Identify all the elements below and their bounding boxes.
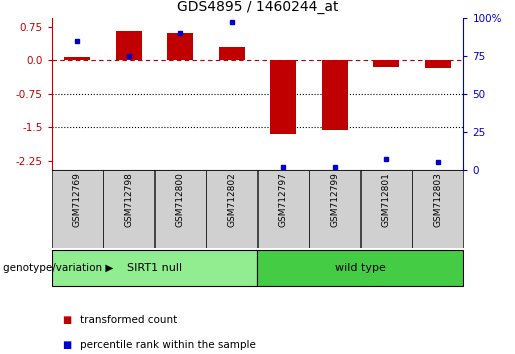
Text: transformed count: transformed count — [80, 315, 177, 325]
Text: SIRT1 null: SIRT1 null — [127, 263, 182, 273]
Bar — [219, 47, 245, 60]
Bar — [154, 170, 206, 248]
Title: GDS4895 / 1460244_at: GDS4895 / 1460244_at — [177, 0, 338, 14]
Text: GSM712769: GSM712769 — [73, 172, 82, 227]
Bar — [309, 170, 360, 248]
Bar — [64, 57, 90, 60]
Bar — [206, 170, 258, 248]
Bar — [412, 170, 464, 248]
Text: GSM712802: GSM712802 — [227, 172, 236, 227]
Bar — [167, 33, 193, 60]
Bar — [116, 31, 142, 60]
Bar — [258, 250, 462, 286]
Bar — [52, 250, 258, 286]
Text: ■: ■ — [62, 315, 71, 325]
Bar — [425, 60, 451, 68]
Text: wild type: wild type — [335, 263, 386, 273]
Text: GSM712800: GSM712800 — [176, 172, 185, 227]
Bar — [103, 170, 154, 248]
Bar — [373, 60, 399, 67]
Text: GSM712797: GSM712797 — [279, 172, 288, 227]
Text: genotype/variation ▶: genotype/variation ▶ — [3, 263, 113, 273]
Bar — [322, 60, 348, 130]
Text: percentile rank within the sample: percentile rank within the sample — [80, 340, 256, 350]
Bar — [360, 170, 412, 248]
Bar — [258, 170, 309, 248]
Bar — [52, 170, 103, 248]
Text: ■: ■ — [62, 340, 71, 350]
Bar — [270, 60, 296, 134]
Text: GSM712801: GSM712801 — [382, 172, 391, 227]
Text: GSM712798: GSM712798 — [124, 172, 133, 227]
Text: GSM712799: GSM712799 — [330, 172, 339, 227]
Text: GSM712803: GSM712803 — [433, 172, 442, 227]
